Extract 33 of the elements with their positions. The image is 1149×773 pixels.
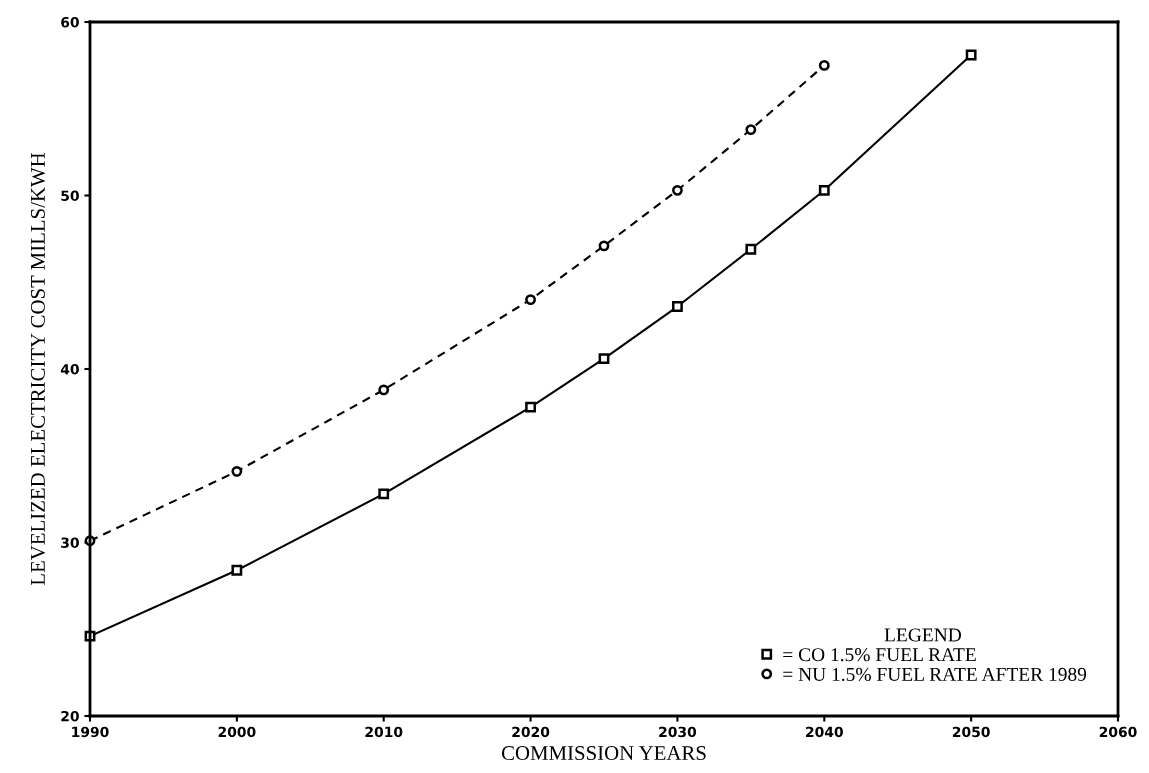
point: [672, 301, 683, 312]
y-tick-label: 50: [61, 190, 79, 201]
y-tick-label: 60: [61, 16, 79, 28]
point: [525, 401, 536, 413]
x-axis-title: COMMISSION YEARS: [501, 746, 706, 761]
legend-label: = NU 1.5% FUEL RATE AFTER 1989: [783, 667, 1087, 682]
point: [231, 564, 243, 576]
point: [378, 488, 390, 500]
point: [965, 49, 977, 61]
x-tick-label: 2050: [952, 726, 990, 738]
point: [818, 59, 830, 71]
x-tick-label: 2000: [218, 726, 256, 738]
legend-label: = CO 1.5% FUEL RATE: [783, 648, 976, 662]
point: [672, 184, 683, 196]
point: [745, 243, 757, 255]
x-tick-label: 2060: [1099, 726, 1137, 738]
point: [598, 240, 610, 252]
point: [525, 294, 536, 306]
x-tick-label: 1990: [72, 726, 109, 738]
x-tick-label: 2010: [365, 726, 403, 738]
point: [231, 465, 243, 477]
point: [745, 124, 757, 135]
point: [378, 384, 390, 396]
point: [598, 353, 610, 365]
point: [818, 184, 830, 196]
y-axis-title: LEVELIZED ELECTRICITY COST MILLS/KWH: [30, 152, 46, 586]
x-tick-label: 2040: [806, 726, 843, 738]
y-tick-label: 30: [61, 537, 79, 548]
x-tick-label: 2020: [512, 726, 550, 738]
y-tick-label: 20: [61, 710, 79, 722]
x-tick-label: 2030: [659, 726, 697, 738]
legend-title: LEGEND: [884, 628, 962, 642]
y-tick-label: 40: [60, 363, 79, 375]
